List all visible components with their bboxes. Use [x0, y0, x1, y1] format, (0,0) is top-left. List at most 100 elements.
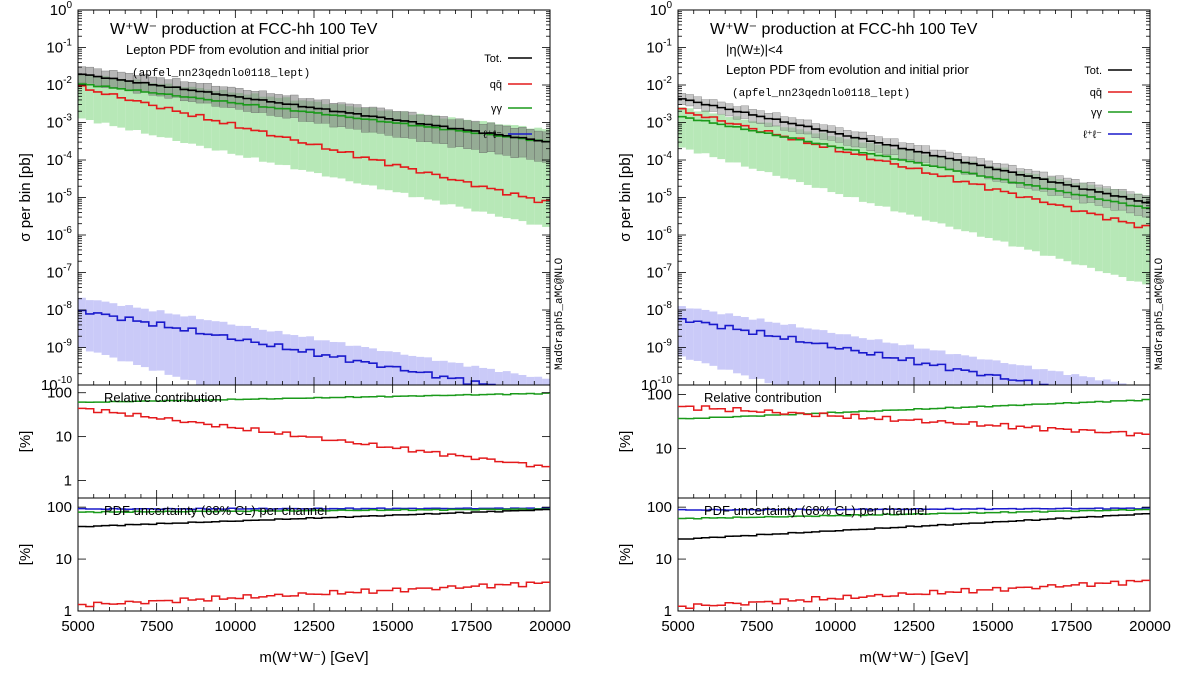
cut-label: |η(W±)|<4: [726, 42, 783, 57]
y-tick-label: 10-2: [646, 75, 672, 94]
band-bin: [211, 321, 220, 385]
band-bin: [819, 330, 828, 385]
band-bin: [101, 75, 110, 123]
band-bin: [1118, 188, 1127, 211]
ratio2-title: PDF uncertainty (68% CL) per channel: [104, 503, 327, 518]
x-axis-label: m(W⁺W⁻) [GeV]: [859, 649, 968, 666]
band-bin: [101, 301, 110, 355]
right-chart: 10-10 10-9 10-8 10-7 10-6 10-5 10-4 10-3 10-2 10-…: [617, 0, 1171, 666]
x-tick-label: 17500: [1050, 618, 1092, 635]
band-bin: [1071, 183, 1080, 265]
ratio1-line: [678, 405, 1150, 437]
band-bin: [423, 114, 433, 143]
band-bin: [678, 306, 686, 357]
band-bin: [1063, 180, 1072, 262]
ratio1-y-tick-label: 10: [55, 429, 72, 446]
band-bin: [796, 129, 804, 183]
band-bin: [479, 121, 488, 212]
band-bin: [772, 125, 781, 176]
x-tick-label: 10000: [814, 618, 856, 635]
band-bin: [882, 138, 891, 155]
band-bin: [109, 303, 118, 358]
band-bin: [874, 136, 883, 153]
band-bin: [502, 125, 511, 156]
band-bin: [321, 340, 330, 385]
band-bin: [835, 334, 844, 385]
band-bin: [1079, 376, 1088, 385]
band-bin: [953, 153, 962, 171]
band-bin: [945, 151, 954, 170]
ratio2-y-tick-label: 100: [647, 499, 672, 516]
band-bin: [392, 111, 401, 193]
band-bin: [1087, 184, 1095, 268]
legend-label: qq̄: [490, 79, 502, 91]
band-bin: [187, 82, 197, 102]
band-bin: [329, 341, 338, 385]
x-tick-label: 15000: [972, 618, 1014, 635]
ratio2-y-tick-label: 100: [47, 499, 72, 516]
band-bin: [756, 318, 765, 379]
band-bin: [921, 145, 930, 163]
ratio1-line: [78, 407, 550, 468]
band-bin: [235, 88, 244, 110]
pdf-set-label: (apfel_nn23qednlo0118_lept): [732, 88, 910, 100]
band-bin: [1000, 167, 1009, 242]
band-bin: [140, 82, 149, 134]
subtitle: Lepton PDF from evolution and initial pr…: [726, 62, 969, 77]
band-bin: [109, 78, 118, 127]
band-bin: [1110, 189, 1119, 211]
band-bin: [85, 74, 94, 121]
band-bin: [1079, 182, 1088, 266]
band-bin: [937, 350, 946, 385]
band-bin: [890, 343, 899, 385]
band-bin: [1126, 191, 1135, 214]
band-bin: [258, 90, 267, 113]
band-bin: [471, 120, 480, 150]
band-bin: [188, 86, 196, 144]
legend-label: ℓ⁺ℓ⁻: [1083, 129, 1102, 141]
y-tick-label: 10-3: [46, 113, 72, 132]
band-bin: [1094, 380, 1103, 385]
band-bin: [796, 327, 804, 385]
band-aa: [78, 74, 550, 227]
band-bin: [353, 345, 362, 385]
band-bin: [400, 111, 409, 138]
x-tick-label: 15000: [372, 618, 414, 635]
band-bin: [376, 107, 385, 134]
band-bin: [384, 110, 393, 191]
band-bin: [827, 136, 836, 193]
band-bin: [251, 328, 259, 385]
band-bin: [914, 151, 922, 217]
y-tick-label: 10-9: [646, 338, 672, 357]
band-bin: [717, 314, 726, 370]
ratio2-y-label: [%]: [617, 544, 634, 566]
x-tick-label: 20000: [1129, 618, 1171, 635]
band-bin: [282, 97, 291, 166]
y-tick-label: 10-9: [46, 338, 72, 357]
band-bin: [851, 336, 859, 385]
band-bin: [251, 93, 259, 158]
band-bin: [1047, 176, 1056, 256]
band-bin: [133, 307, 141, 365]
band-bin: [219, 89, 228, 151]
series-line-tot: [78, 73, 550, 143]
band-bin: [1008, 164, 1017, 184]
band-bin: [432, 115, 440, 201]
band-bin: [984, 359, 993, 385]
band-bin: [709, 311, 718, 366]
band-bin: [961, 156, 970, 175]
ratio2-line: [78, 581, 550, 608]
band-bin: [463, 366, 472, 385]
band-bin: [518, 374, 527, 385]
band-bin: [1039, 177, 1048, 256]
band-bin: [764, 113, 773, 127]
band-bin: [274, 97, 283, 165]
band-bin: [376, 110, 385, 190]
band-bin: [148, 83, 157, 136]
band-bin: [431, 115, 441, 144]
band-bin: [953, 160, 962, 230]
band-bin: [447, 362, 456, 385]
band-bin: [282, 334, 291, 385]
band-bin: [913, 145, 923, 163]
band-bin: [1000, 363, 1009, 385]
